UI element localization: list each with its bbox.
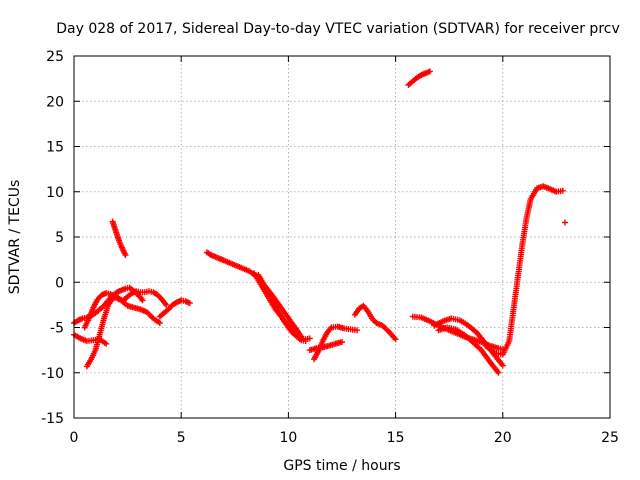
- data-point-marker: [186, 300, 193, 307]
- y-axis-label: SDTVAR / TECUs: [7, 180, 23, 295]
- x-tick-label: 5: [177, 430, 186, 446]
- y-tick-label: -5: [50, 321, 64, 337]
- data-point-marker: [392, 336, 399, 343]
- y-tick-label: -10: [41, 366, 64, 382]
- data-marks: [71, 68, 568, 376]
- plot-frame: [73, 55, 611, 419]
- grid: [74, 56, 610, 418]
- data-point-marker: [499, 362, 506, 369]
- x-tick-label: 15: [387, 430, 405, 446]
- data-point-marker: [339, 339, 345, 345]
- chart-title: Day 028 of 2017, Sidereal Day-to-day VTE…: [56, 21, 620, 37]
- data-point-marker: [559, 187, 566, 194]
- y-tick-labels: -15 -10 -5 0 5 10 15 20 25: [41, 49, 64, 427]
- data-point-marker: [156, 320, 163, 326]
- y-tick-label: 0: [55, 275, 64, 291]
- data-point-marker: [354, 327, 360, 334]
- y-tick-label: 10: [46, 185, 64, 201]
- y-tick-label: 20: [46, 94, 64, 110]
- data-point-marker: [426, 68, 433, 75]
- y-tick-label: 15: [46, 140, 64, 156]
- y-tick-label: -15: [41, 411, 64, 427]
- data-point-marker: [122, 252, 129, 259]
- data-point-marker: [103, 340, 110, 347]
- data-point-marker: [163, 301, 170, 308]
- data-point-marker: [562, 219, 568, 226]
- data-point-marker: [306, 335, 313, 342]
- y-tick-label: 25: [46, 49, 64, 65]
- x-tick-label: 10: [279, 430, 297, 446]
- y-tick-label: 5: [55, 230, 64, 246]
- x-tick-label: 0: [70, 430, 79, 446]
- data-point-marker: [139, 297, 146, 304]
- data-point-marker: [302, 338, 309, 345]
- x-tick-label: 25: [601, 430, 619, 446]
- x-axis-label: GPS time / hours: [283, 458, 400, 474]
- data-point-marker: [495, 369, 502, 376]
- x-tick-labels: 0 5 10 15 20 25: [70, 430, 619, 446]
- x-tick-label: 20: [494, 430, 512, 446]
